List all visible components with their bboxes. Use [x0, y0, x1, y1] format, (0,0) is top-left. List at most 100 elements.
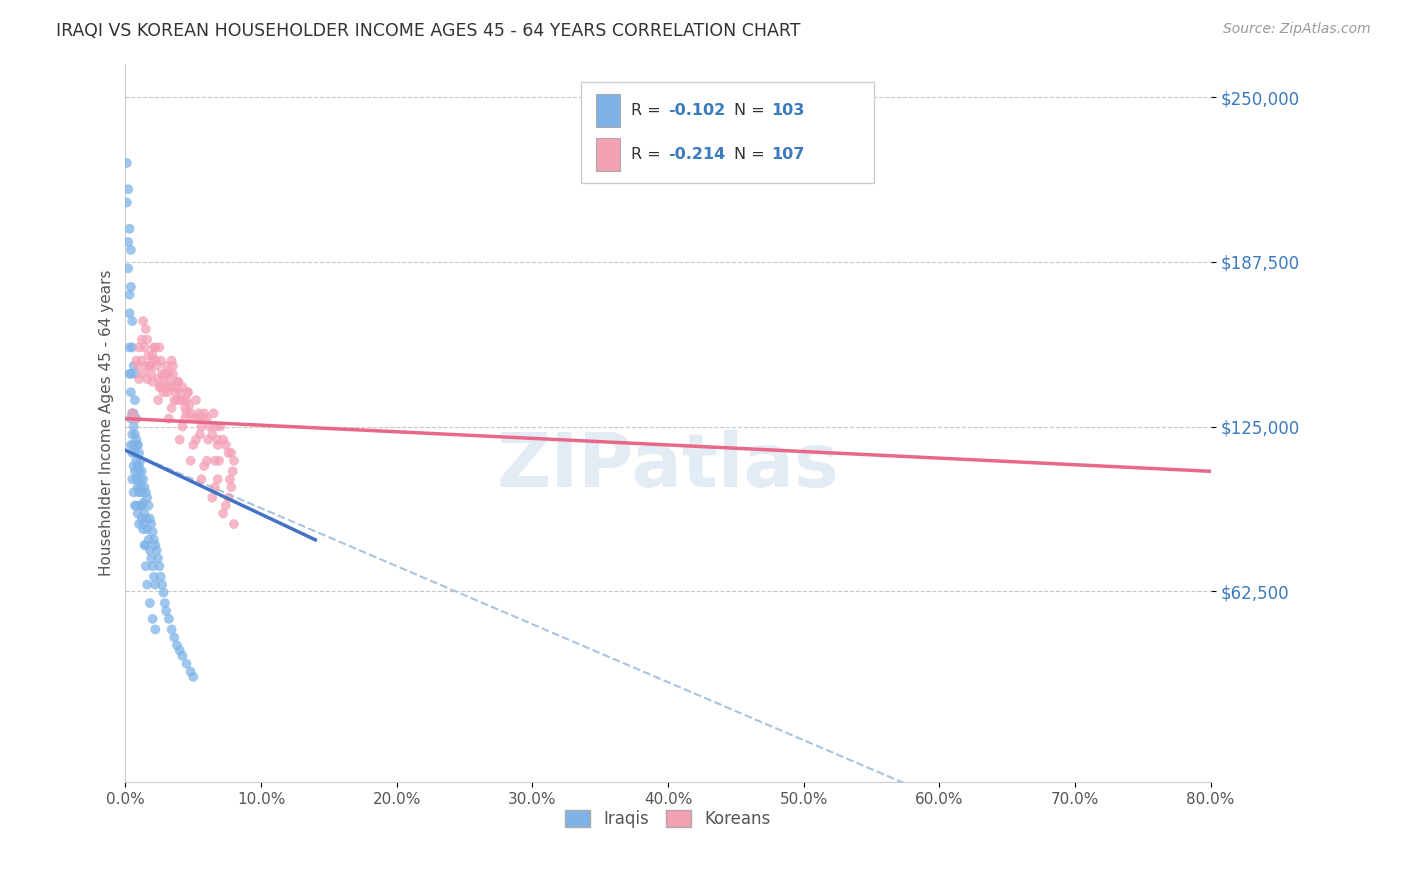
Point [132, 522, 155, 536]
Point [128, 340, 150, 354]
Point [191, 411, 214, 425]
Point [193, 458, 215, 473]
Point [128, 458, 150, 473]
Point [143, 577, 166, 591]
Point [127, 359, 149, 373]
Point [174, 411, 197, 425]
Point [146, 551, 169, 566]
Point [162, 367, 184, 381]
Point [201, 427, 224, 442]
Point [132, 472, 155, 486]
Point [204, 454, 226, 468]
Point [188, 427, 211, 442]
Point [198, 419, 221, 434]
Point [122, 458, 145, 473]
Point [166, 375, 188, 389]
Point [122, 359, 145, 373]
Point [153, 596, 176, 610]
Point [197, 433, 219, 447]
Point [149, 570, 172, 584]
Point [132, 367, 155, 381]
Point [136, 333, 159, 347]
Point [122, 438, 145, 452]
Point [134, 538, 156, 552]
Point [176, 657, 198, 671]
Point [115, 195, 138, 210]
Point [121, 406, 143, 420]
Point [208, 454, 231, 468]
Point [139, 359, 162, 373]
Point [209, 419, 232, 434]
Point [129, 472, 152, 486]
Point [150, 367, 173, 381]
Y-axis label: Householder Income Ages 45 - 64 years: Householder Income Ages 45 - 64 years [100, 270, 114, 576]
Point [118, 306, 141, 320]
Point [136, 372, 159, 386]
Bar [596, 138, 620, 171]
Point [187, 406, 209, 420]
Point [129, 454, 152, 468]
Point [131, 512, 153, 526]
Point [141, 367, 163, 381]
Point [128, 464, 150, 478]
Point [132, 496, 155, 510]
Point [142, 353, 165, 368]
Point [129, 499, 152, 513]
Point [221, 464, 243, 478]
Legend: Iraqis, Koreans: Iraqis, Koreans [558, 804, 778, 835]
Point [139, 543, 162, 558]
Text: N =: N = [734, 147, 770, 162]
Point [129, 480, 152, 494]
Point [120, 367, 142, 381]
Point [156, 385, 179, 400]
Point [121, 314, 143, 328]
Point [222, 454, 245, 468]
Text: R =: R = [631, 103, 666, 118]
Text: 107: 107 [770, 147, 804, 162]
Point [142, 533, 165, 547]
Point [125, 353, 148, 368]
Point [157, 375, 180, 389]
Point [142, 375, 165, 389]
Point [162, 359, 184, 373]
Point [131, 485, 153, 500]
Point [121, 472, 143, 486]
Point [115, 156, 138, 170]
Point [157, 612, 180, 626]
Point [184, 433, 207, 447]
Point [166, 393, 188, 408]
Point [136, 491, 159, 505]
Point [141, 516, 163, 531]
Point [163, 393, 186, 408]
Point [120, 385, 142, 400]
Point [177, 385, 200, 400]
Point [118, 340, 141, 354]
Point [152, 372, 174, 386]
Point [195, 411, 218, 425]
Point [163, 631, 186, 645]
Point [138, 348, 160, 362]
Point [120, 438, 142, 452]
Text: N =: N = [734, 103, 770, 118]
Point [124, 367, 146, 381]
Point [160, 623, 183, 637]
Point [125, 411, 148, 425]
Point [124, 446, 146, 460]
Point [176, 406, 198, 420]
Point [212, 507, 235, 521]
Point [125, 433, 148, 447]
Point [160, 401, 183, 415]
Point [205, 419, 228, 434]
Point [118, 287, 141, 301]
Point [135, 322, 157, 336]
Point [139, 359, 162, 373]
Point [136, 522, 159, 536]
Point [128, 446, 150, 460]
Point [186, 411, 208, 425]
Point [142, 559, 165, 574]
Point [118, 367, 141, 381]
Point [172, 648, 194, 663]
Text: 103: 103 [770, 103, 804, 118]
Point [207, 472, 229, 486]
Point [134, 480, 156, 494]
